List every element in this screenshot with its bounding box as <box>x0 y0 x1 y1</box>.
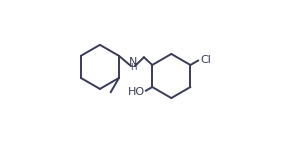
Text: N: N <box>129 57 137 67</box>
Text: H: H <box>131 63 137 72</box>
Text: Cl: Cl <box>200 55 211 65</box>
Text: HO: HO <box>128 87 145 97</box>
